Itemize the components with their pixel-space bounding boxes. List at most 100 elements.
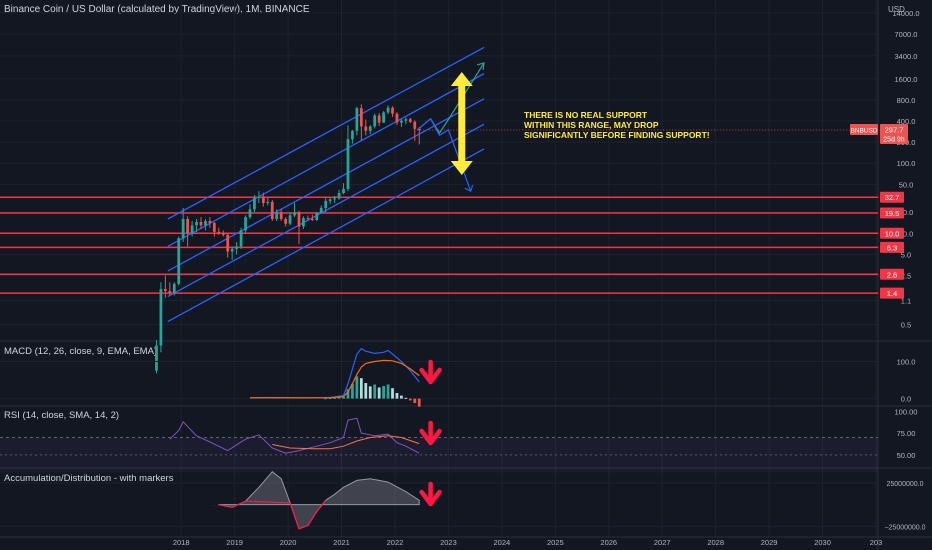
candle-body [181, 218, 185, 239]
candle-body [364, 126, 368, 131]
macd-signal-line [250, 359, 420, 399]
candle-body [159, 289, 163, 346]
support-tag-label: 1.4 [887, 289, 897, 298]
candle-body [391, 107, 394, 114]
candle-body [177, 238, 181, 284]
candle-body [382, 112, 385, 123]
candle-body [386, 107, 390, 113]
y-tick-label: 20.0 [899, 208, 914, 217]
candle-body [315, 212, 319, 220]
x-tick-label: 2027 [654, 538, 671, 547]
macd-histogram-bar [333, 397, 336, 399]
support-tag [880, 287, 904, 299]
candle-body [346, 139, 350, 189]
x-tick-label: 2019 [226, 538, 243, 547]
support-tag [880, 268, 904, 280]
candle-body [324, 200, 328, 208]
support-lines [0, 196, 878, 294]
support-tag-label: 6.3 [887, 243, 897, 252]
candle-body [266, 201, 270, 204]
candle-body [293, 212, 296, 216]
macd-histogram-bar [395, 393, 399, 399]
candle-body [351, 130, 354, 140]
macd-panel [0, 347, 878, 407]
candle-body [395, 113, 399, 123]
rsi-y-tick: 75.00 [897, 429, 916, 438]
y-tick-label: 1.1 [901, 296, 911, 305]
ad-y-tick: −25000000.0 [884, 524, 925, 531]
macd-histogram-bar [417, 398, 421, 407]
y-tick-label: 0.5 [901, 320, 911, 329]
annotation-arrows [419, 72, 473, 507]
x-tick-label: 2020 [280, 538, 297, 547]
candle-body [359, 108, 363, 127]
candle-body [404, 119, 408, 121]
macd-histogram-bar [364, 383, 368, 399]
support-tag-label: 2.6 [887, 270, 897, 279]
x-tick-label: 2018 [173, 538, 190, 547]
candle-body [275, 212, 279, 219]
x-tick-label: 2024 [494, 538, 511, 547]
macd-down-arrow-icon [419, 359, 442, 385]
projection-up-arrowhead [476, 62, 485, 71]
candle-body [235, 246, 239, 249]
candle-body [239, 230, 243, 247]
candle-body [319, 207, 323, 213]
candle-body [284, 218, 288, 224]
macd-histogram-bar [382, 385, 385, 399]
candle-body [208, 220, 212, 224]
rsi-down-arrow-icon [419, 420, 442, 446]
currency-label: USD [888, 5, 905, 14]
macd-histogram-bar [368, 386, 372, 399]
candle-body [195, 221, 198, 226]
candle-body [253, 197, 256, 210]
macd-histogram-bar [355, 376, 359, 399]
candle-body [190, 225, 194, 234]
y-tick-label: 7000.0 [895, 30, 918, 39]
macd-histogram-bar [377, 387, 381, 399]
candle-body [413, 121, 417, 129]
annotation-line: WITHIN THIS RANGE, MAY DROP [524, 120, 659, 130]
candle-body [355, 108, 359, 131]
range-arrow-down-icon [450, 161, 473, 175]
ad-title: Accumulation/Distribution - with markers [4, 473, 174, 484]
ad-y-tick: 25000000.0 [887, 481, 924, 488]
candle-body [368, 126, 372, 131]
candle-body [230, 248, 234, 252]
macd-title: MACD (12, 26, close, 9, EMA, EMA) [4, 346, 158, 357]
macd-histogram-bar [404, 397, 408, 399]
macd-histogram-bar [400, 395, 403, 399]
y-tick-label: 10.0 [899, 229, 914, 238]
x-tick-label: 2026 [600, 538, 617, 547]
macd-y-tick: 100.0 [897, 358, 916, 367]
support-tag-label: 19.5 [885, 209, 900, 218]
rsi-title: RSI (14, close, SMA, 14, 2) [4, 410, 120, 421]
candle-body [342, 188, 345, 194]
macd-histogram-bar [391, 388, 394, 399]
y-tick-label: 3400.0 [895, 52, 918, 61]
x-tick-label: 2021 [333, 538, 350, 547]
candle-body [172, 283, 176, 294]
macd-histogram-bar [359, 378, 363, 399]
ad-down-arrow-icon [419, 481, 442, 507]
support-tag [880, 207, 904, 219]
support-tag-label: 10.0 [885, 229, 900, 238]
candle-body [279, 212, 283, 219]
candle-body [400, 120, 403, 123]
candle-body [163, 289, 167, 292]
support-tag [880, 191, 904, 203]
candle-body [333, 198, 336, 200]
y-tick-label: 100.0 [897, 159, 916, 168]
x-tick-label: 2030 [814, 538, 831, 547]
ad-negative-line [218, 499, 327, 530]
price-tag [880, 124, 908, 145]
symbol-tag [850, 124, 878, 136]
macd-histogram-bar [408, 398, 412, 401]
x-tick-label: 2028 [707, 538, 724, 547]
macd-y-tick: 0.0 [901, 395, 911, 404]
price-tag-value: 297.7 [885, 126, 904, 135]
candle-body [337, 193, 341, 199]
rsi-panel [0, 417, 878, 473]
